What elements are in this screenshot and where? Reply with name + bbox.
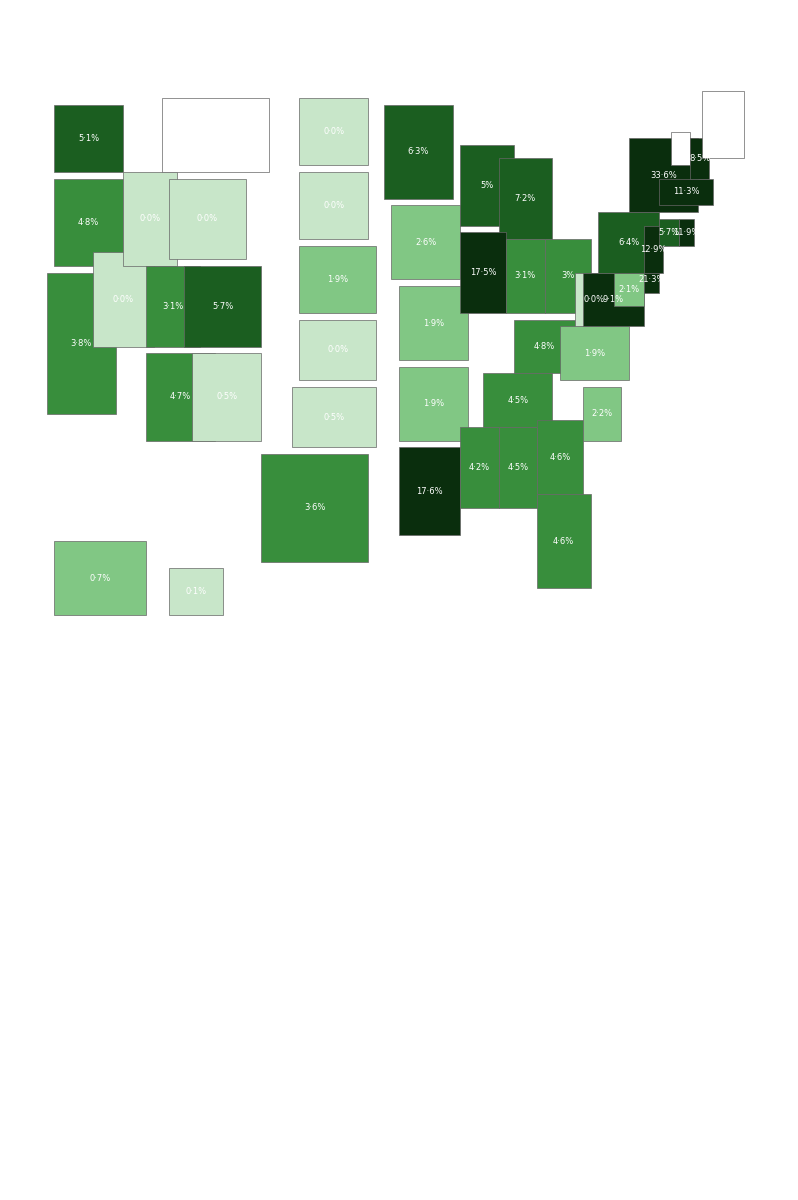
Text: 9·1%: 9·1%	[603, 295, 624, 304]
Bar	[614, 272, 644, 306]
Text: 0·0%: 0·0%	[323, 127, 345, 136]
Bar	[384, 104, 452, 199]
Bar	[499, 427, 537, 508]
Text: 1·9%: 1·9%	[327, 275, 348, 284]
Text: 4·2%: 4·2%	[469, 463, 490, 472]
Text: 11·3%: 11·3%	[673, 187, 700, 197]
Text: 17·6%: 17·6%	[417, 486, 443, 496]
Bar	[169, 179, 246, 259]
Bar	[671, 132, 690, 166]
Bar	[299, 246, 376, 313]
Bar	[644, 266, 659, 293]
Text: 0·7%: 0·7%	[89, 574, 111, 583]
Text: 4·5%: 4·5%	[508, 396, 528, 404]
Bar	[575, 272, 614, 326]
Bar	[184, 266, 261, 347]
Text: 6·3%: 6·3%	[408, 148, 429, 156]
Bar	[299, 172, 369, 239]
Text: 6·4%: 6·4%	[618, 238, 639, 247]
Text: 3%: 3%	[561, 271, 575, 281]
Bar	[299, 319, 376, 380]
Text: 3·6%: 3·6%	[304, 503, 326, 512]
Bar	[161, 98, 269, 172]
Text: 4·6%: 4·6%	[553, 536, 575, 546]
Bar	[261, 454, 369, 562]
Bar	[690, 138, 709, 179]
Bar	[659, 218, 678, 246]
Text: 0·5%: 0·5%	[323, 413, 345, 421]
Text: 2·6%: 2·6%	[415, 238, 437, 247]
Text: 1·9%: 1·9%	[423, 400, 444, 408]
Bar	[629, 138, 697, 212]
Bar	[560, 326, 629, 380]
Text: 11·9%: 11·9%	[673, 228, 700, 236]
Text: 12·9%: 12·9%	[641, 245, 667, 253]
Bar	[123, 172, 177, 266]
Text: 4·8%: 4·8%	[78, 217, 100, 227]
Bar	[391, 205, 460, 280]
Bar	[537, 420, 583, 494]
Bar	[460, 427, 499, 508]
Bar	[169, 569, 223, 616]
Text: 0·0%: 0·0%	[584, 295, 605, 304]
Bar	[54, 179, 123, 266]
Bar	[54, 541, 146, 616]
Text: 4·6%: 4·6%	[549, 452, 571, 462]
Bar	[583, 386, 621, 440]
Bar	[146, 266, 200, 347]
Bar	[644, 226, 663, 272]
Bar	[460, 145, 514, 226]
Bar	[537, 494, 591, 588]
Bar	[506, 239, 544, 313]
Text: 3·1%: 3·1%	[515, 271, 536, 281]
Bar	[399, 286, 468, 360]
Bar	[192, 353, 261, 440]
Text: 0·0%: 0·0%	[327, 346, 348, 354]
Bar	[678, 218, 694, 246]
Bar	[659, 179, 713, 205]
Text: 2·1%: 2·1%	[618, 284, 639, 294]
Bar	[299, 98, 369, 166]
Text: 0·1%: 0·1%	[185, 587, 207, 596]
Text: 1·9%: 1·9%	[584, 349, 605, 358]
Text: 1·9%: 1·9%	[423, 318, 444, 328]
Bar	[54, 104, 123, 172]
Bar	[499, 158, 552, 239]
Bar	[399, 367, 468, 440]
Bar	[146, 353, 215, 440]
Text: 3·8%: 3·8%	[70, 338, 92, 348]
Text: 4·7%: 4·7%	[170, 392, 192, 402]
Text: 0·0%: 0·0%	[197, 215, 218, 223]
Bar	[460, 233, 506, 313]
Text: 7·2%: 7·2%	[515, 194, 536, 203]
Text: 8·5%: 8·5%	[689, 154, 710, 163]
Bar	[484, 373, 552, 427]
Text: 3·1%: 3·1%	[162, 301, 184, 311]
Text: 0·0%: 0·0%	[140, 215, 160, 223]
Text: 0·0%: 0·0%	[323, 200, 345, 210]
Text: 17·5%: 17·5%	[470, 268, 496, 277]
Text: 0·0%: 0·0%	[113, 295, 134, 304]
Text: 0·5%: 0·5%	[216, 392, 237, 402]
Text: 5%: 5%	[480, 181, 494, 190]
Bar	[701, 91, 744, 158]
Bar	[292, 386, 376, 448]
Bar	[93, 252, 154, 347]
Bar	[583, 272, 644, 326]
Bar	[598, 212, 659, 272]
Bar	[544, 239, 591, 313]
Text: 5·7%: 5·7%	[658, 228, 680, 236]
Text: 4·8%: 4·8%	[534, 342, 555, 352]
Bar	[399, 448, 460, 535]
Text: 5·7%: 5·7%	[212, 301, 234, 311]
Bar	[46, 272, 116, 414]
Bar	[514, 319, 575, 373]
Text: 5·1%: 5·1%	[78, 133, 99, 143]
Text: 4·5%: 4·5%	[508, 463, 528, 472]
Text: 2·2%: 2·2%	[591, 409, 613, 419]
Text: 21·3%: 21·3%	[638, 275, 665, 284]
Text: 33·6%: 33·6%	[650, 170, 677, 180]
